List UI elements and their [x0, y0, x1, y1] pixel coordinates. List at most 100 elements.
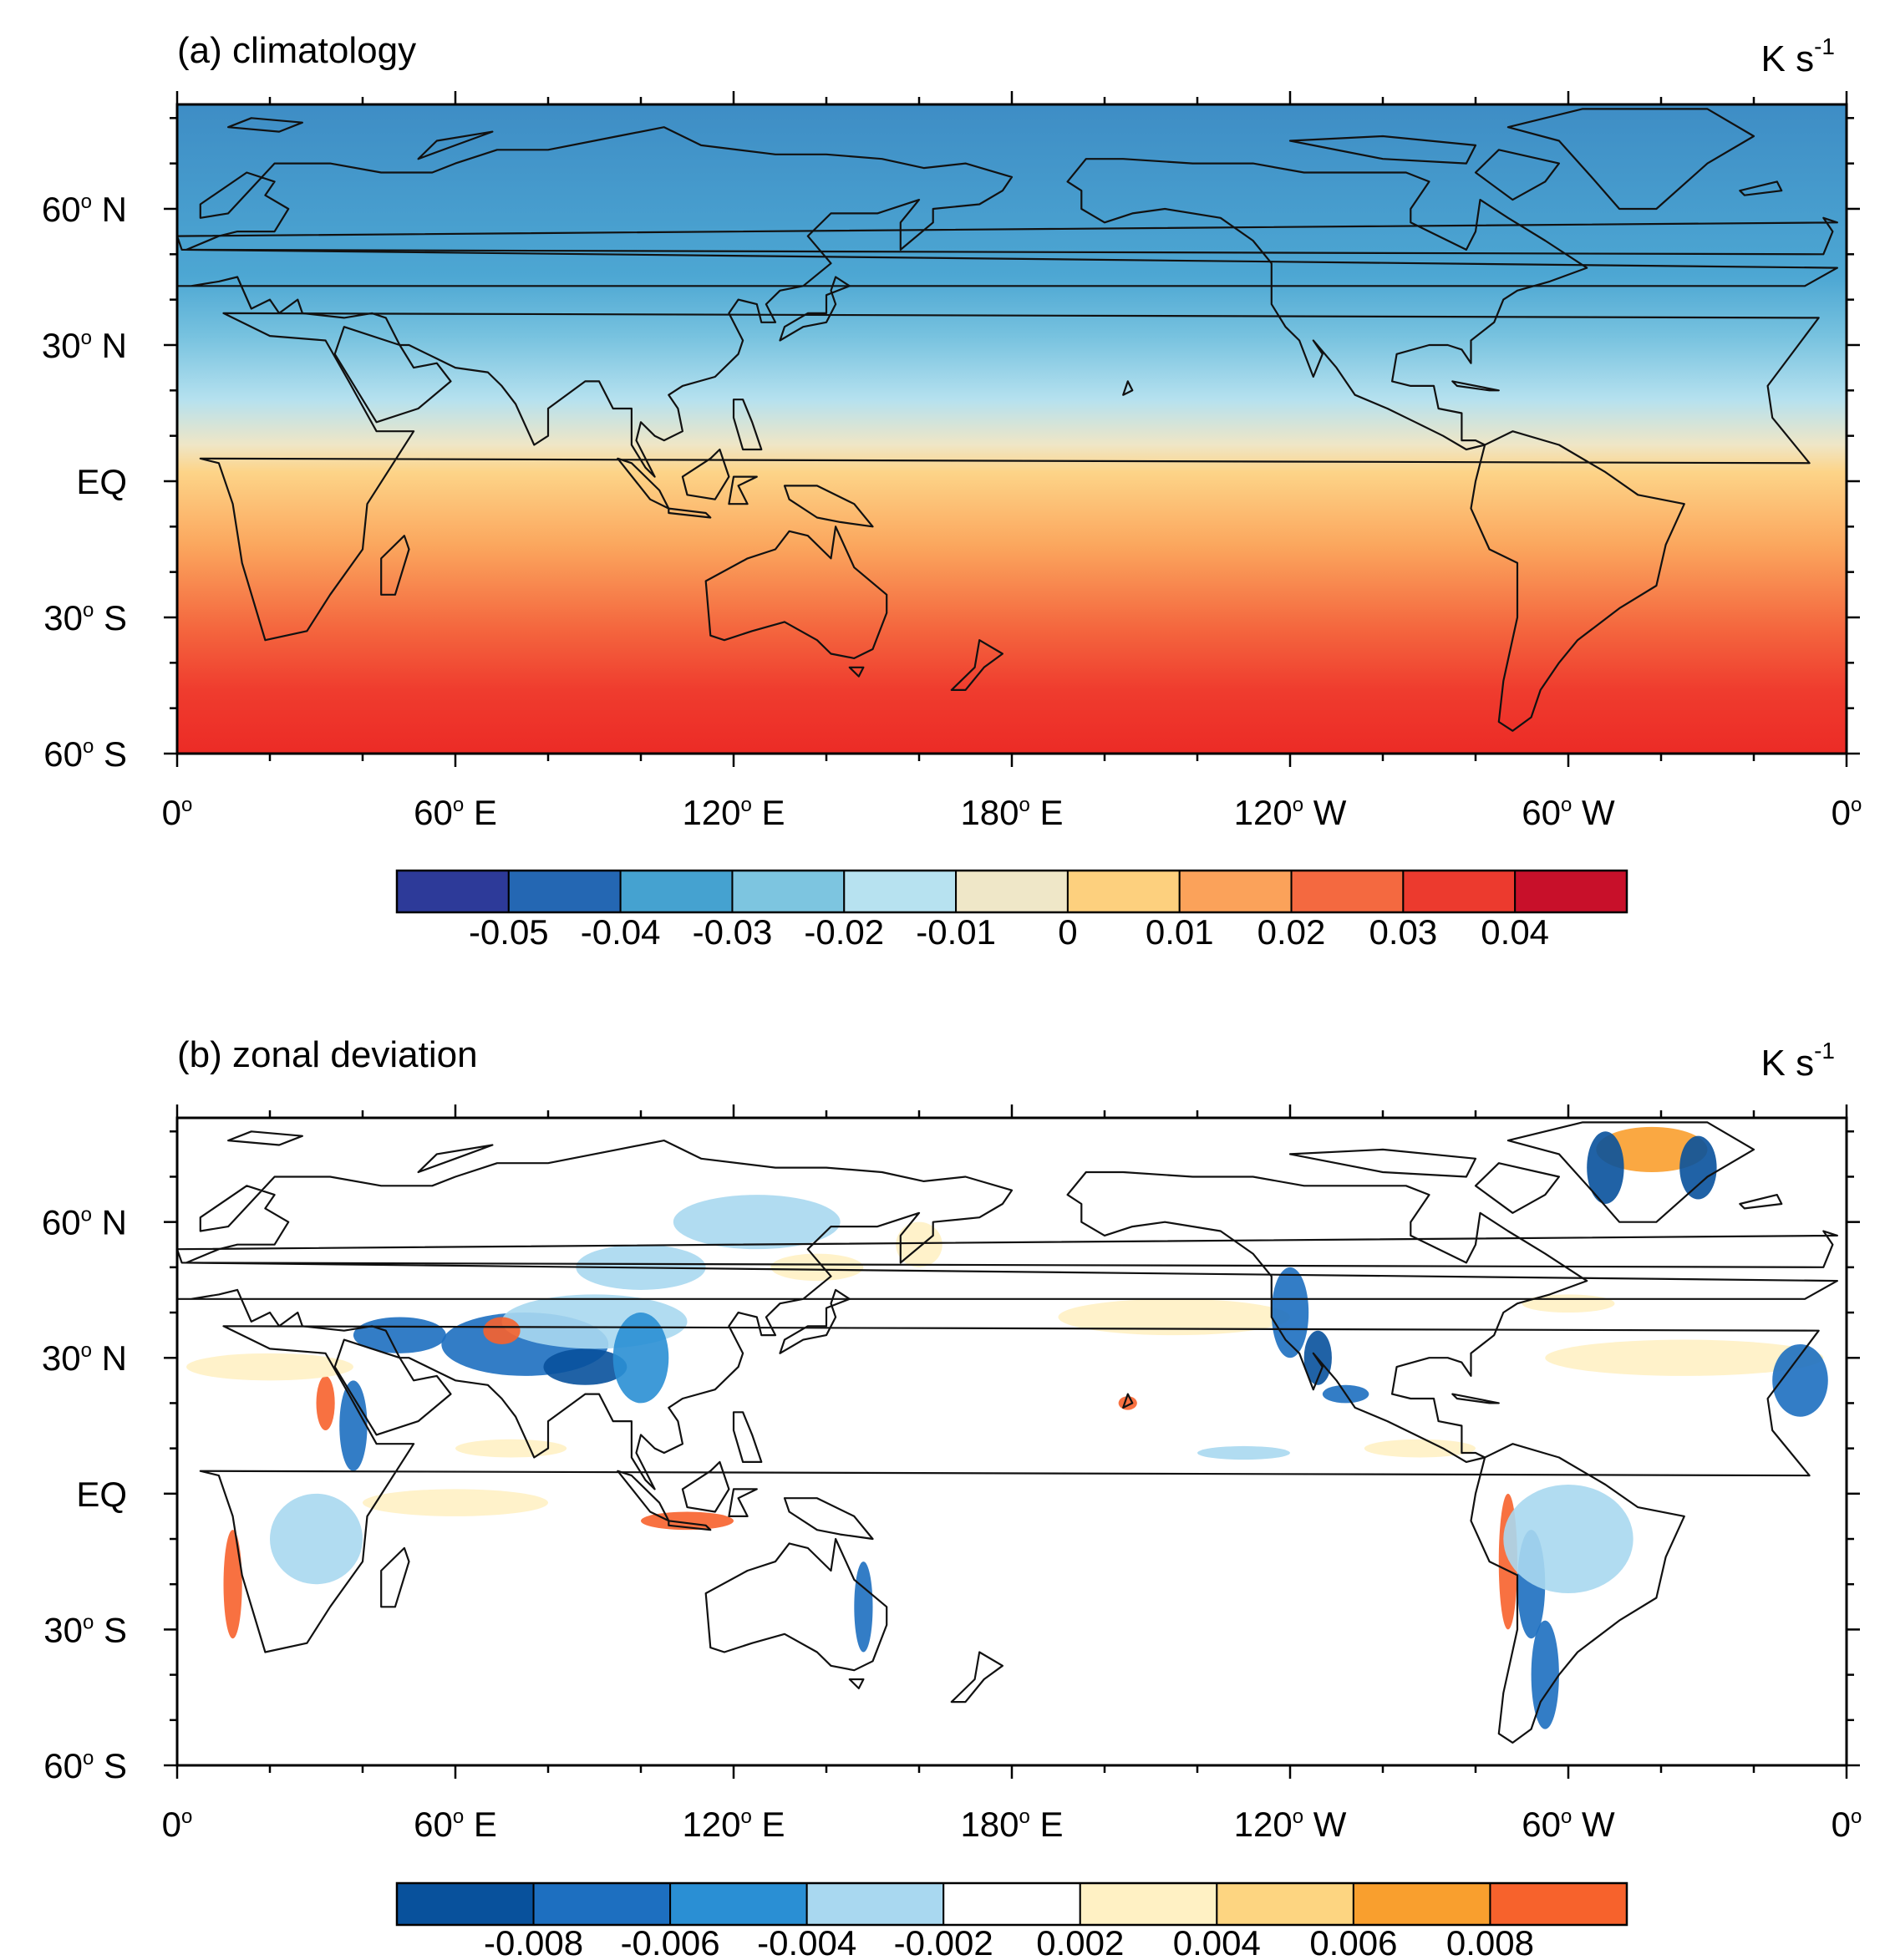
coastline-japan: [779, 276, 851, 342]
colorbar-label: 0: [1058, 912, 1077, 952]
panel-zonal-deviation: (b) zonal deviation K s-1 60o N 30o N EQ 30…: [42, 1034, 1862, 1960]
coastline-hawaii: [1122, 1393, 1134, 1409]
anomaly-patch: [223, 1530, 242, 1639]
anomaly-patch: [1503, 1484, 1633, 1594]
coastline-new_guinea: [783, 485, 874, 528]
coastline-south_america: [1470, 1443, 1685, 1744]
colorbar-label: 0.03: [1369, 912, 1437, 952]
coastline-sulawesi: [728, 1488, 758, 1517]
y-tick-label: 30o N: [42, 326, 127, 365]
coastline-iceland: [1739, 1194, 1783, 1210]
coastline-africa: [199, 1325, 1820, 1653]
coastline-australia: [704, 526, 888, 659]
coastline-canada_islands: [1288, 135, 1477, 165]
x-tick-label: 120o E: [682, 1805, 785, 1844]
coastline-java: [668, 507, 712, 519]
y-tick-label: 30o S: [43, 1610, 127, 1649]
coastline-arabia: [333, 1338, 452, 1436]
anomaly-patch: [1058, 1298, 1290, 1336]
y-tick-label: 60o S: [43, 1746, 127, 1785]
y-tick-label: 60o N: [42, 1203, 127, 1242]
colorbar-label: -0.006: [621, 1923, 720, 1960]
colorbar-label: -0.03: [693, 912, 773, 952]
coastline-madagascar: [380, 535, 410, 596]
map-axes: 60o N 30o N EQ 30o S 60o S 0o 60o E 120o E 180o …: [42, 1104, 1862, 1844]
colorbar-swatch: [805, 1882, 945, 1926]
coastline-south_america: [1470, 430, 1685, 732]
x-tick-label: 180o E: [960, 793, 1063, 832]
x-tick-label: 120o W: [1234, 793, 1347, 832]
colorbar-swatch: [669, 1882, 808, 1926]
coastline-tasmania: [848, 1678, 865, 1689]
colorbar-swatch: [1514, 870, 1628, 913]
coastline-baffin: [1474, 149, 1560, 201]
coastline-greenland: [1506, 108, 1755, 211]
x-tick-label: 60o E: [414, 1805, 497, 1844]
anomaly-patch: [455, 1439, 567, 1458]
coastline-philippines: [732, 399, 763, 451]
anomaly-patch: [641, 1511, 734, 1531]
units-label: K s-1: [1761, 1038, 1835, 1084]
coastline-borneo: [681, 1460, 730, 1513]
anomaly-patch: [1545, 1339, 1824, 1376]
anomaly-patch: [1197, 1445, 1290, 1460]
colorbar-swatch: [1290, 870, 1405, 913]
coastline-eurasia: [177, 1140, 1838, 1490]
colorbar-label: 0.006: [1309, 1923, 1397, 1960]
coastline-eurasia: [177, 126, 1838, 478]
panel-title: (a) climatology: [177, 30, 416, 71]
colorbar-swatch: [1489, 1882, 1628, 1926]
map-area: [177, 104, 1847, 754]
coastline-sumatra: [617, 457, 670, 510]
colorbar-swatch: [731, 870, 846, 913]
coastline-svalbard: [227, 117, 303, 133]
y-tick-label: 60o N: [42, 190, 127, 229]
anomaly-patch: [1596, 1126, 1708, 1173]
coastline-philippines: [732, 1411, 763, 1463]
x-tick-label: 0o: [162, 793, 193, 832]
colorbar-swatch: [955, 870, 1069, 913]
coastline-svalbard: [227, 1130, 303, 1146]
anomaly-patch: [1531, 1620, 1559, 1729]
field-background: [177, 104, 1847, 754]
x-tick-label: 60o W: [1522, 1805, 1615, 1844]
coastline-borneo: [681, 448, 730, 500]
coastline-new_zealand: [950, 1651, 1003, 1704]
coastline-novaya_zemlya: [417, 1144, 494, 1174]
map-axes: 60o N 30o N EQ 30o S 60o S 0o 60o E 120o E 180o …: [42, 91, 1862, 832]
anomaly-patch: [1587, 1131, 1624, 1204]
anomaly-patch: [339, 1380, 368, 1471]
colorbar-swatch: [532, 1882, 672, 1926]
anomaly-patch: [1772, 1343, 1828, 1417]
coastline-north_america: [1066, 158, 1588, 451]
colorbar-label: 0.004: [1173, 1923, 1261, 1960]
anomaly-patch: [612, 1313, 669, 1404]
x-tick-label: 0o: [162, 1805, 193, 1844]
colorbar-label: -0.02: [804, 912, 884, 952]
anomaly-patch: [1118, 1396, 1137, 1410]
y-tick-label: EQ: [76, 1475, 127, 1514]
coastline-japan: [779, 1288, 851, 1354]
coastline-new_zealand: [950, 639, 1003, 691]
anomaly-patch: [1364, 1439, 1476, 1458]
coastline-iceland: [1739, 180, 1783, 196]
colorbar-label: -0.002: [894, 1923, 993, 1960]
x-tick-label: 0o: [1832, 1805, 1862, 1844]
y-tick-label: 30o N: [42, 1338, 127, 1378]
anomaly-patch: [543, 1348, 627, 1385]
coastline-tasmania: [848, 666, 865, 678]
anomaly-patch: [1271, 1267, 1309, 1358]
coastline-java: [668, 1520, 712, 1531]
anomaly-patch: [270, 1493, 363, 1585]
coastline-britain: [177, 1230, 1838, 1268]
x-tick-label: 180o E: [960, 1805, 1063, 1844]
colorbar-swatch: [1402, 870, 1517, 913]
colorbar-label: 0.02: [1257, 912, 1326, 952]
coastline-britain: [177, 216, 1838, 256]
colorbar-swatch: [396, 870, 510, 913]
colorbar-label: -0.01: [916, 912, 996, 952]
colorbar-label: -0.008: [484, 1923, 583, 1960]
colorbar-label: 0.04: [1481, 912, 1549, 952]
